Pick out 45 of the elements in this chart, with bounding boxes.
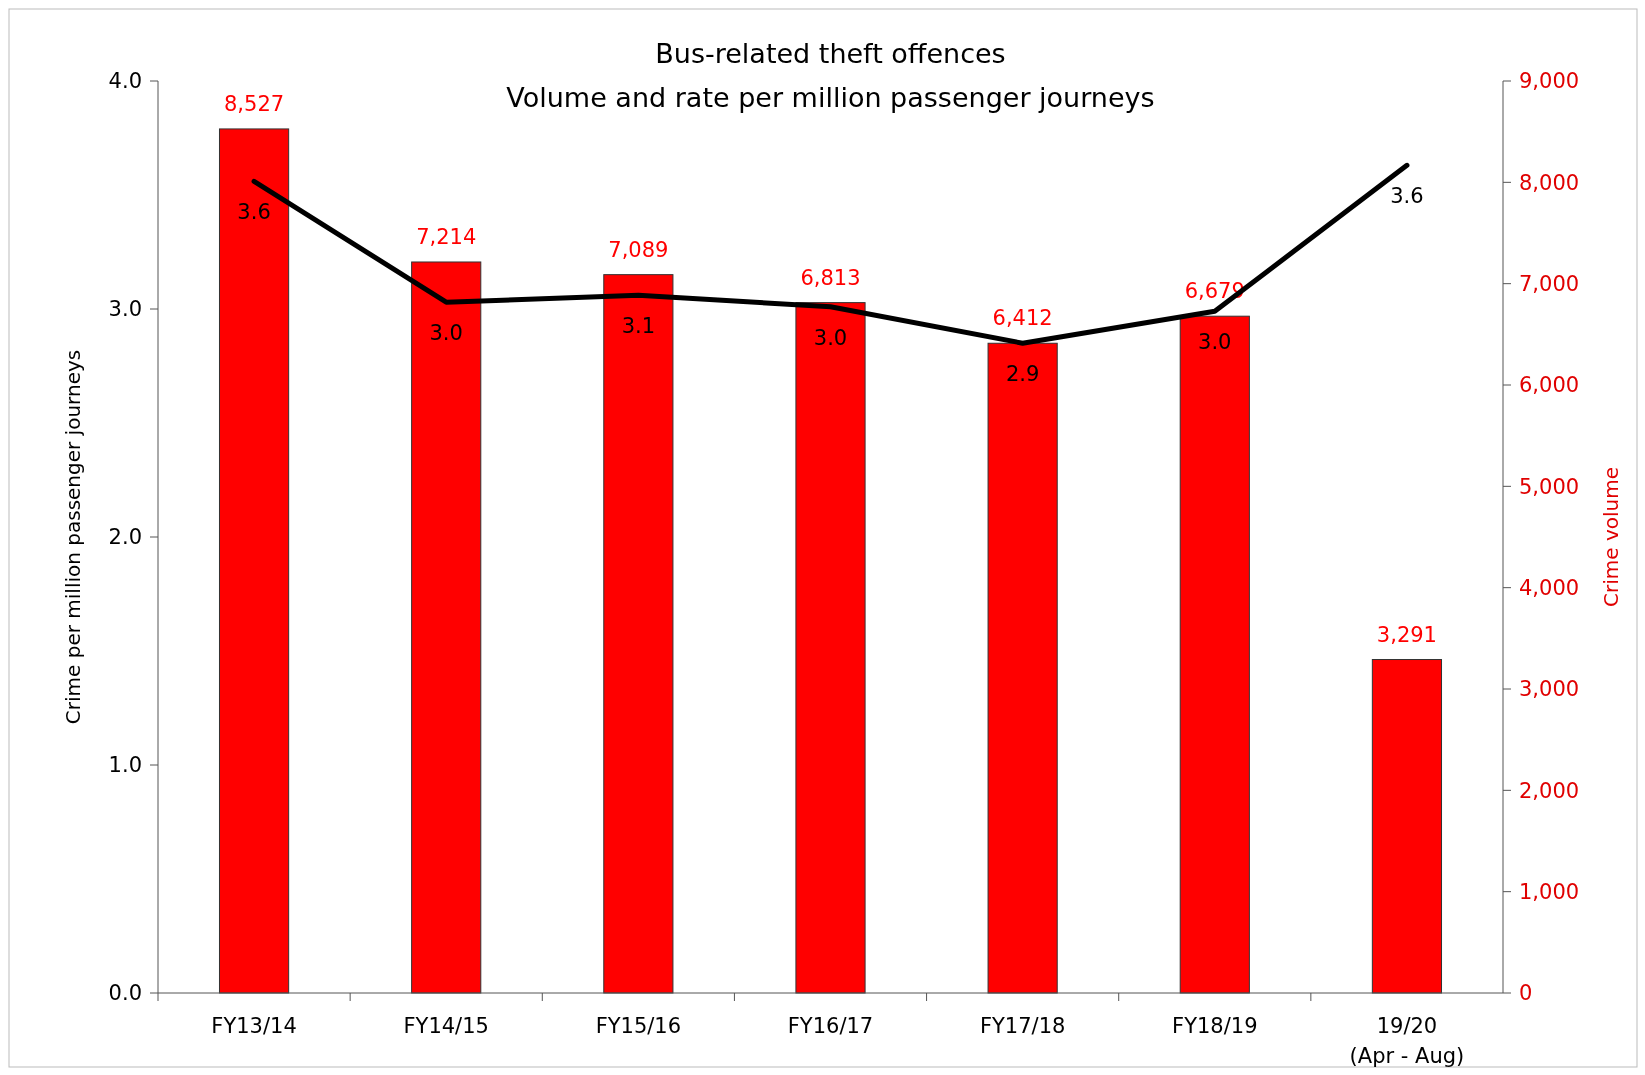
y-tick-label: 0.0 (108, 981, 142, 1006)
x-tick-label: FY18/19 (1172, 1014, 1258, 1038)
y2-tick-label: 4,000 (1519, 576, 1580, 601)
x-tick-label: FY17/18 (979, 1014, 1066, 1038)
y-tick-label: 2.0 (108, 525, 142, 550)
data-label: 3.0 (429, 321, 463, 346)
data-label: 3.6 (1390, 184, 1424, 209)
x-tick-label: FY16/17 (787, 1014, 874, 1038)
bar (218, 128, 290, 994)
bar (987, 342, 1058, 994)
y2-tick-label: 6,000 (1519, 373, 1580, 398)
y2-tick-label: 0 (1519, 981, 1533, 1006)
y-tick-label: 3.0 (108, 297, 142, 322)
data-label: 7,089 (608, 237, 669, 262)
y2-axis-title: Crime volume (1599, 467, 1623, 607)
bar (1371, 659, 1443, 994)
x-tick-label: FY15/16 (595, 1014, 682, 1038)
bar (795, 302, 866, 994)
bar (411, 261, 482, 994)
data-label: 6,412 (992, 306, 1053, 331)
x-tick-label: FY13/14 (211, 1014, 297, 1038)
y2-tick-label: 9,000 (1519, 69, 1580, 94)
y2-tick-label: 7,000 (1519, 272, 1580, 297)
x-tick-label: 19/20 (Apr - Aug) (1349, 1014, 1465, 1068)
y2-tick-label: 2,000 (1519, 778, 1580, 803)
data-label: 3.0 (813, 325, 848, 350)
data-label: 3,291 (1376, 622, 1437, 647)
data-label: 3.6 (237, 200, 271, 225)
y-tick-label: 4.0 (108, 69, 142, 94)
data-label: 8,527 (224, 91, 285, 116)
bar (1179, 315, 1250, 994)
chart-title: Bus-related theft offences Volume and rate per million passenger journeys (506, 38, 1155, 113)
data-label: 7,214 (416, 224, 477, 249)
y2-tick-label: 5,000 (1519, 474, 1580, 499)
y-tick-label: 1.0 (108, 753, 142, 778)
x-tick-label: FY14/15 (403, 1014, 489, 1038)
y2-tick-label: 1,000 (1519, 880, 1580, 905)
data-label: 3.0 (1198, 330, 1232, 355)
data-label: 2.9 (1005, 362, 1040, 387)
data-label: 6,813 (800, 265, 861, 290)
y2-tick-label: 3,000 (1519, 677, 1580, 702)
y2-tick-label: 8,000 (1519, 170, 1580, 195)
data-label: 3.1 (621, 314, 656, 339)
bar (603, 274, 674, 994)
y-axis-title: Crime per million passenger journeys (61, 349, 85, 725)
